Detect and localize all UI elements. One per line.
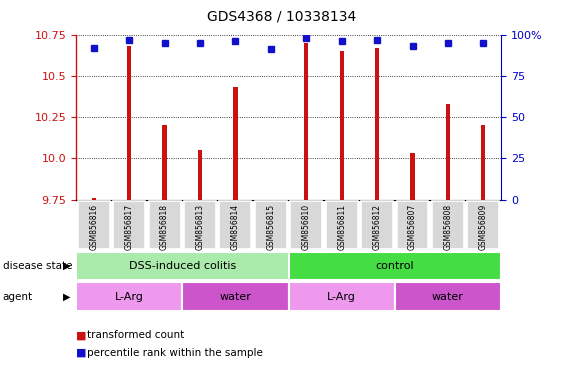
FancyBboxPatch shape xyxy=(361,201,393,248)
FancyBboxPatch shape xyxy=(113,201,145,248)
Text: GSM856816: GSM856816 xyxy=(89,204,98,250)
Text: GSM856811: GSM856811 xyxy=(337,204,346,250)
Bar xyxy=(304,43,309,200)
FancyBboxPatch shape xyxy=(182,282,289,311)
FancyBboxPatch shape xyxy=(432,201,464,248)
Bar xyxy=(339,51,344,200)
FancyBboxPatch shape xyxy=(78,201,110,248)
FancyBboxPatch shape xyxy=(76,252,289,280)
Bar xyxy=(127,46,131,200)
Text: GSM856817: GSM856817 xyxy=(124,204,133,250)
Text: water: water xyxy=(220,291,251,302)
Bar xyxy=(92,198,96,200)
FancyBboxPatch shape xyxy=(289,252,501,280)
Text: GSM856810: GSM856810 xyxy=(302,204,311,250)
Text: ▶: ▶ xyxy=(64,261,71,271)
Text: percentile rank within the sample: percentile rank within the sample xyxy=(87,348,263,358)
FancyBboxPatch shape xyxy=(149,201,181,248)
Text: L-Arg: L-Arg xyxy=(115,291,144,302)
Text: transformed count: transformed count xyxy=(87,330,185,340)
FancyBboxPatch shape xyxy=(291,201,322,248)
Text: ■: ■ xyxy=(76,348,87,358)
Text: disease state: disease state xyxy=(3,261,72,271)
Text: GSM856815: GSM856815 xyxy=(266,204,275,250)
Text: GSM856813: GSM856813 xyxy=(195,204,204,250)
Bar xyxy=(481,126,485,200)
Text: DSS-induced colitis: DSS-induced colitis xyxy=(129,261,236,271)
FancyBboxPatch shape xyxy=(467,201,499,248)
Bar xyxy=(410,154,414,200)
FancyBboxPatch shape xyxy=(255,201,287,248)
Text: GDS4368 / 10338134: GDS4368 / 10338134 xyxy=(207,10,356,23)
Text: GSM856818: GSM856818 xyxy=(160,204,169,250)
Bar xyxy=(375,48,379,200)
Text: control: control xyxy=(376,261,414,271)
Text: ▶: ▶ xyxy=(64,291,71,302)
Text: GSM856809: GSM856809 xyxy=(479,204,488,250)
FancyBboxPatch shape xyxy=(184,201,216,248)
Bar xyxy=(446,104,450,200)
Text: L-Arg: L-Arg xyxy=(327,291,356,302)
FancyBboxPatch shape xyxy=(220,201,251,248)
FancyBboxPatch shape xyxy=(76,282,182,311)
Text: GSM856814: GSM856814 xyxy=(231,204,240,250)
Text: GSM856812: GSM856812 xyxy=(373,204,382,250)
Text: GSM856808: GSM856808 xyxy=(444,204,453,250)
FancyBboxPatch shape xyxy=(326,201,358,248)
Text: ■: ■ xyxy=(76,330,87,340)
Text: GSM856807: GSM856807 xyxy=(408,204,417,250)
FancyBboxPatch shape xyxy=(396,201,428,248)
Bar xyxy=(233,88,238,200)
Bar xyxy=(198,150,202,200)
Text: water: water xyxy=(432,291,464,302)
Text: agent: agent xyxy=(3,291,33,302)
Bar xyxy=(163,126,167,200)
FancyBboxPatch shape xyxy=(395,282,501,311)
FancyBboxPatch shape xyxy=(289,282,395,311)
Bar xyxy=(269,200,273,203)
